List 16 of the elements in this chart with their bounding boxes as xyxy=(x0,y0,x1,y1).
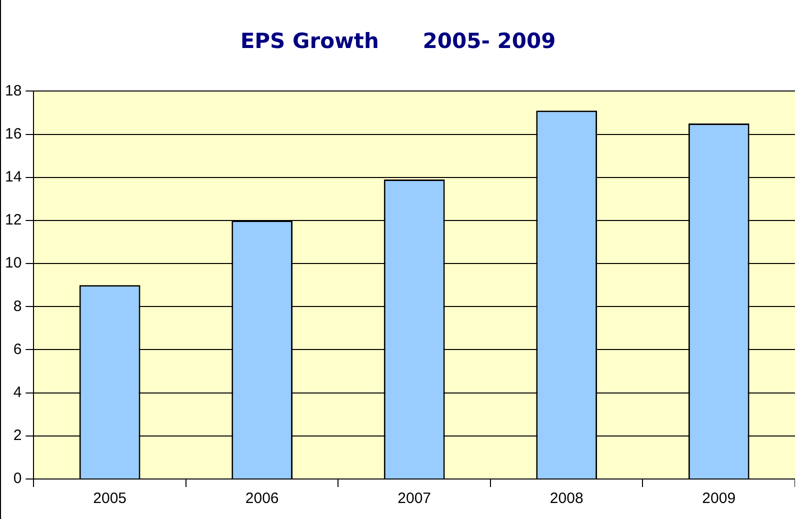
y-tick-label: 0 xyxy=(13,470,22,488)
x-tick-label: 2009 xyxy=(702,490,736,508)
y-tick-label: 2 xyxy=(13,427,22,444)
y-tick-label: 10 xyxy=(4,254,22,272)
x-tick-label: 2006 xyxy=(245,490,279,508)
y-tick-label: 18 xyxy=(4,82,22,100)
x-tick-label: 2008 xyxy=(550,490,584,508)
y-tick-label: 6 xyxy=(13,340,22,358)
y-tick-label: 12 xyxy=(4,212,22,229)
y-tick-label: 16 xyxy=(4,125,22,142)
y-tick-label: 14 xyxy=(4,168,22,186)
y-tick-label: 8 xyxy=(13,298,22,315)
y-tick-label: 4 xyxy=(13,384,22,401)
x-tick-label: 2005 xyxy=(93,490,127,508)
chart-title: EPS Growth 2005- 2009 xyxy=(240,29,556,54)
x-tick-label: 2007 xyxy=(398,490,432,508)
